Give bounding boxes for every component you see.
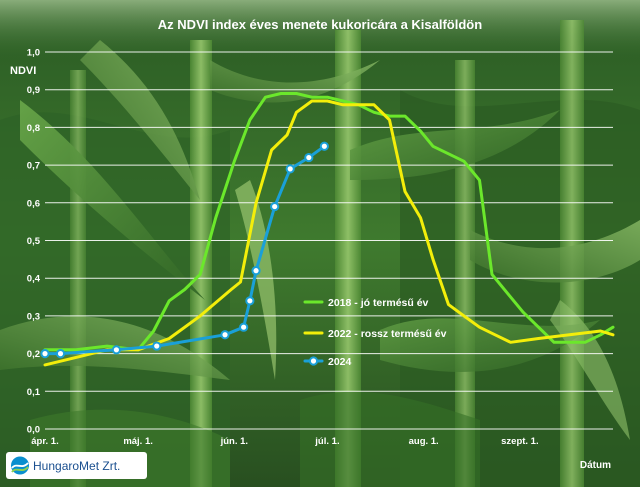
legend-label: 2024	[328, 356, 352, 368]
legend-item: 2022 - rossz termésű év	[303, 328, 447, 340]
y-tick-label: 0,3	[27, 311, 40, 322]
legend: 2018 - jó termésű év 2022 - rossz termésű…	[303, 297, 447, 368]
logo-text: HungaroMet Zrt.	[33, 459, 120, 473]
data-point	[304, 152, 314, 163]
series-2022-rossz-term-s-v	[43, 99, 615, 367]
legend-marker	[308, 356, 319, 366]
y-tick-label: 0,4	[27, 274, 41, 285]
x-tick-label: aug. 1.	[409, 436, 439, 447]
y-axis: 0,0 0,1 0,2 0,3 0,4 0,5 0,6 0,7 0,8 0,9 1,0	[27, 48, 41, 436]
data-point	[152, 341, 162, 351]
data-point	[111, 345, 121, 355]
x-tick-label: szept. 1.	[501, 436, 539, 447]
hungaromet-logo: HungaroMet Zrt.	[6, 452, 147, 479]
legend-label: 2022 - rossz termésű év	[328, 328, 447, 340]
x-axis-label: Dátum	[580, 460, 611, 471]
data-point	[220, 330, 230, 340]
x-axis: ápr. 1. máj. 1. jún. 1. júl. 1. aug. 1. szept…	[31, 436, 538, 447]
x-tick-label: ápr. 1.	[31, 436, 58, 447]
data-point	[239, 322, 249, 332]
hungaromet-logo-mark	[11, 456, 29, 475]
legend-label: 2018 - jó termésű év	[328, 297, 429, 309]
y-tick-label: 0,0	[27, 425, 40, 436]
data-point	[55, 349, 66, 359]
chart-title: Az NDVI index éves menete kukoricára a K…	[158, 17, 482, 32]
series-line	[43, 99, 615, 367]
y-tick-label: 0,7	[27, 161, 40, 172]
y-axis-label: NDVI	[10, 65, 36, 77]
gridlines	[45, 51, 613, 430]
data-point	[40, 349, 50, 359]
y-tick-label: 0,2	[27, 349, 40, 360]
y-tick-label: 0,6	[27, 198, 40, 209]
data-point	[245, 296, 255, 306]
y-tick-label: 0,8	[27, 123, 40, 134]
data-point	[251, 266, 261, 276]
x-tick-label: jún. 1.	[220, 436, 248, 447]
y-tick-label: 0,9	[27, 85, 40, 96]
x-tick-label: júl. 1.	[314, 436, 339, 447]
legend-item: 2024	[303, 356, 352, 368]
data-point	[319, 141, 329, 151]
data-series	[40, 92, 615, 367]
data-point	[270, 201, 280, 212]
x-tick-label: máj. 1.	[123, 436, 153, 447]
y-tick-label: 0,1	[27, 387, 41, 398]
y-tick-label: 1,0	[27, 48, 40, 59]
data-point	[285, 164, 295, 174]
y-tick-label: 0,5	[27, 236, 41, 247]
series-2024	[40, 141, 329, 359]
legend-item: 2018 - jó termésű év	[303, 297, 429, 309]
